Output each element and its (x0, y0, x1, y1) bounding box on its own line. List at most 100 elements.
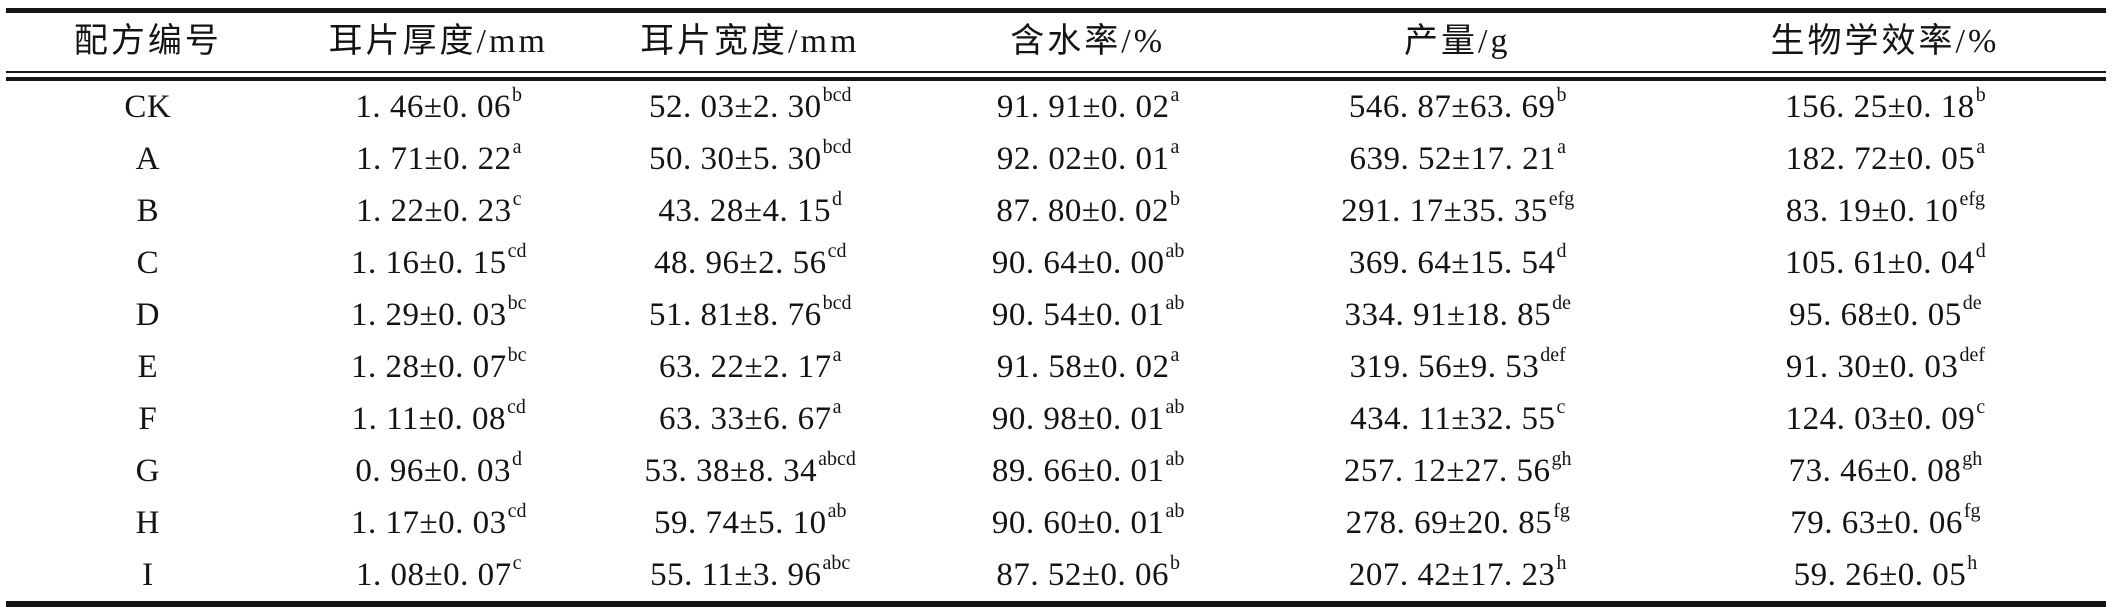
table-cell: 90. 98±0. 01ab (919, 397, 1257, 436)
table-cell: 51. 81±8. 76bcd (581, 293, 919, 332)
table-cell: 257. 12±27. 56gh (1257, 449, 1658, 488)
column-header-width: 耳片宽度/mm (640, 23, 860, 60)
table-cell: 79. 63±0. 06fg (1658, 501, 2112, 540)
cell-value: 43. 28±4. 15 (658, 192, 832, 229)
cell-significance-superscript: ab (1165, 395, 1185, 418)
table-cell: 369. 64±15. 54d (1257, 241, 1658, 280)
table-row: CK 1. 46±0. 06b 52. 03±2. 30bcd 91. 91±0… (0, 81, 2112, 133)
cell-significance-superscript: a (1976, 135, 1986, 158)
cell-significance-superscript: de (1962, 291, 1982, 314)
table-cell: 91. 91±0. 02a (919, 85, 1257, 124)
table-cell: 156. 25±0. 18b (1658, 85, 2112, 124)
cell-value: 291. 17±35. 35 (1341, 192, 1548, 229)
cell-significance-superscript: abc (822, 551, 851, 574)
table-row: F 1. 11±0. 08cd 63. 33±6. 67a 90. 98±0. … (0, 393, 2112, 445)
table-cell: 92. 02±0. 01a (919, 137, 1257, 176)
cell-value: 95. 68±0. 05 (1789, 296, 1962, 333)
cell-significance-superscript: c (512, 551, 522, 574)
table-cell: 182. 72±0. 05a (1658, 137, 2112, 176)
table-cell: 55. 11±3. 96abc (581, 553, 919, 593)
table-cell: 48. 96±2. 56cd (581, 241, 919, 281)
cell-significance-superscript: efg (1959, 187, 1985, 210)
table-cell: 95. 68±0. 05de (1658, 293, 2112, 333)
cell-value: 0. 96±0. 03 (355, 452, 512, 489)
cell-value: 89. 66±0. 01 (991, 452, 1165, 489)
table-cell: 52. 03±2. 30bcd (581, 85, 919, 124)
row-id: B (136, 192, 160, 229)
table-header-row: 配方编号 耳片厚度/mm 耳片宽度/mm 含水率/% 产量/g 生物学效率/% (0, 13, 2112, 71)
cell-significance-superscript: ab (1165, 499, 1185, 522)
table-cell: 1. 17±0. 03cd (296, 501, 581, 540)
column-header-yield: 产量/g (1404, 23, 1511, 60)
table-cell: 59. 74±5. 10ab (581, 501, 919, 541)
table-row: E 1. 28±0. 07bc 63. 22±2. 17a 91. 58±0. … (0, 341, 2112, 393)
row-id: D (135, 296, 160, 333)
cell-significance-superscript: c (1556, 395, 1566, 418)
table-cell: 319. 56±9. 53def (1257, 345, 1658, 384)
table-cell: 90. 64±0. 00ab (919, 241, 1257, 280)
table-cell: 63. 33±6. 67a (581, 397, 919, 437)
cell-significance-superscript: ab (1165, 239, 1185, 262)
cell-value: 1. 11±0. 08 (351, 400, 506, 437)
cell-significance-superscript: fg (1553, 499, 1570, 522)
cell-value: 1. 08±0. 07 (355, 556, 512, 593)
cell-significance-superscript: gh (1551, 447, 1572, 470)
cell-value: 207. 42±17. 23 (1348, 556, 1556, 593)
cell-value: 105. 61±0. 04 (1785, 244, 1975, 281)
table-row: D 1. 29±0. 03bc 51. 81±8. 76bcd 90. 54±0… (0, 289, 2112, 341)
table-cell: 83. 19±0. 10efg (1658, 189, 2112, 228)
cell-value: 59. 74±5. 10 (653, 504, 827, 541)
cell-significance-superscript: h (1556, 551, 1567, 574)
cell-significance-superscript: def (1959, 343, 1985, 366)
row-id: CK (124, 88, 172, 125)
cell-significance-superscript: a (512, 135, 522, 158)
table-cell: 50. 30±5. 30bcd (581, 137, 919, 177)
cell-significance-superscript: b (1169, 551, 1180, 574)
table-cell: 59. 26±0. 05h (1658, 553, 2112, 593)
cell-significance-superscript: d (1975, 239, 1986, 262)
table-cell: 1. 08±0. 07c (296, 553, 581, 593)
table-cell: 1. 46±0. 06b (296, 85, 581, 125)
table-cell: 1. 71±0. 22a (296, 137, 581, 177)
cell-significance-superscript: c (512, 187, 522, 210)
table-cell: 87. 52±0. 06b (919, 553, 1257, 593)
cell-value: 50. 30±5. 30 (648, 140, 822, 177)
table-row: G 0. 96±0. 03d 53. 38±8. 34abcd 89. 66±0… (0, 445, 2112, 497)
cell-significance-superscript: bcd (822, 83, 852, 106)
table-cell: 1. 16±0. 15cd (296, 241, 581, 280)
cell-significance-superscript: d (512, 447, 523, 470)
cell-significance-superscript: ab (1165, 291, 1185, 314)
table-cell: 1. 22±0. 23c (296, 189, 581, 228)
table-cell: 639. 52±17. 21a (1257, 137, 1658, 177)
cell-significance-superscript: fg (1963, 499, 1981, 522)
table-cell: 90. 60±0. 01ab (919, 501, 1257, 541)
table-row: B 1. 22±0. 23c 43. 28±4. 15d 87. 80±0. 0… (0, 185, 2112, 237)
cell-value: 1. 71±0. 22 (355, 140, 512, 177)
cell-significance-superscript: a (1170, 135, 1180, 158)
cell-significance-superscript: b (512, 83, 523, 106)
cell-value: 124. 03±0. 09 (1785, 400, 1976, 437)
column-header-bio-efficiency: 生物学效率/% (1770, 23, 2000, 60)
table-cell: 87. 80±0. 02b (919, 189, 1257, 228)
cell-value: 48. 96±2. 56 (653, 244, 827, 281)
cell-significance-superscript: b (1169, 187, 1180, 210)
cell-value: 55. 11±3. 96 (650, 556, 822, 593)
table-cell: 124. 03±0. 09c (1658, 397, 2112, 437)
column-header-thickness: 耳片厚度/mm (328, 23, 548, 60)
cell-significance-superscript: bcd (822, 135, 852, 158)
cell-value: 63. 33±6. 67 (658, 400, 832, 437)
table-cell: 0. 96±0. 03d (296, 449, 581, 489)
row-id: E (137, 348, 159, 385)
header-separator-rule (6, 71, 2106, 81)
cell-value: 639. 52±17. 21 (1349, 140, 1557, 177)
cell-value: 1. 46±0. 06 (355, 88, 512, 125)
cell-value: 90. 54±0. 01 (991, 296, 1165, 333)
cell-value: 91. 58±0. 02 (996, 348, 1170, 385)
cell-value: 59. 26±0. 05 (1793, 556, 1967, 593)
cell-value: 90. 60±0. 01 (991, 504, 1165, 541)
table-bottom-rule (6, 601, 2106, 607)
cell-significance-superscript: b (1556, 83, 1567, 106)
cell-value: 87. 52±0. 06 (996, 556, 1169, 593)
cell-significance-superscript: bc (507, 291, 527, 314)
